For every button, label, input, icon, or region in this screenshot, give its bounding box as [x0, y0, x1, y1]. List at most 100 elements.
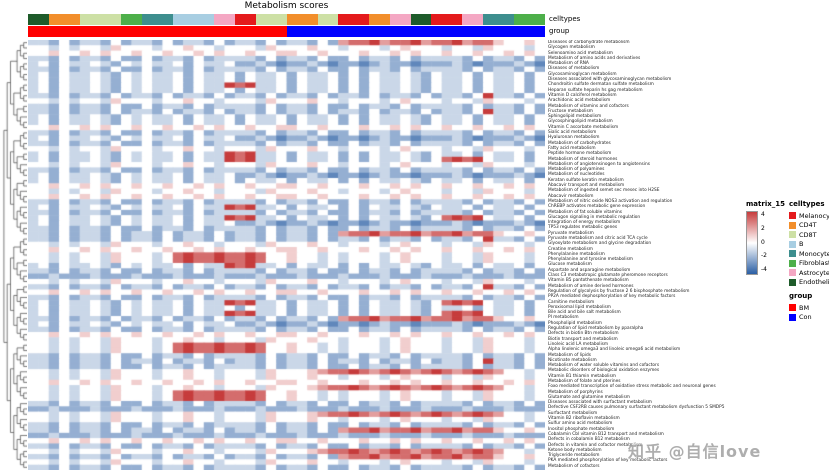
color-scale-tick: -2 — [761, 252, 767, 260]
row-label: Glutamate and glutamine metabolism — [548, 394, 630, 400]
celltypes-legend-item-swatch — [789, 221, 796, 229]
row-label: Cobalamin Cbl vitamin B12 transport and … — [548, 431, 664, 437]
row-label: Sphingolipid metabolism — [548, 114, 602, 120]
group-annotation-bar — [28, 26, 545, 37]
row-label: Vitamin B1 thiamin metabolism — [548, 373, 616, 379]
celltypes-legend-item-swatch — [789, 231, 796, 239]
group-legend-item-label: Con — [799, 313, 812, 322]
row-label: Metabolism of angiotensinogen to angiote… — [548, 161, 650, 167]
celltypes-segment-fibroblasts — [514, 14, 546, 25]
row-label: TP53 regulates metabolic genes — [548, 225, 618, 231]
group-segment-con — [286, 26, 545, 37]
row-label: Vitamin B2 riboflavin metabolism — [548, 416, 620, 422]
group-legend-item: Con — [789, 313, 812, 323]
row-label: Metabolism of carbohydrates — [548, 140, 611, 146]
celltypes-segment-b — [172, 14, 215, 25]
row-label: Glucose metabolism — [548, 262, 592, 268]
celltypes-segment-melanocytes — [234, 14, 256, 25]
celltypes-legend-item-label: CD4T — [799, 221, 817, 230]
group-legend-item: BM — [789, 303, 812, 313]
color-scale-gradient — [746, 211, 758, 275]
celltypes-segment-astrocytes — [214, 14, 235, 25]
row-label: Diseases of carbohydrate metabolism — [548, 40, 630, 45]
celltypes-segment-endothelial — [28, 14, 49, 25]
row-label: Defective CSF2RB causes pulmonary surfac… — [548, 405, 725, 411]
row-label: Glucagon signaling in metabolic regulati… — [548, 214, 641, 220]
row-label: Metabolism of vitamins and cofactors — [548, 103, 629, 109]
row-label-list: Diseases of carbohydrate metabolism Glyco… — [548, 40, 758, 470]
celltypes-legend-item-label: Melanocytes — [799, 211, 829, 220]
row-label: Metabolic disorders of biological oxidat… — [548, 368, 660, 374]
row-label: Metabolism of nucleotides — [548, 172, 605, 178]
row-label: Sialic acid metabolism — [548, 130, 597, 136]
color-scale-ticks: 4 2 0 -2 -4 — [761, 211, 767, 273]
celltypes-legend-item: Endothelial — [789, 278, 829, 288]
row-label: Linoleic acid LA metabolism — [548, 341, 609, 347]
celltypes-segment-astrocytes — [462, 14, 483, 25]
row-label: Alpha linolenic omega3 and linoleic omeg… — [548, 347, 681, 353]
celltypes-segment-cd8t — [317, 14, 339, 25]
row-label: Abacavir metabolism — [548, 193, 594, 199]
celltypes-legend-item: CD4T — [789, 221, 829, 231]
row-label: Integration of energy metabolism — [548, 220, 621, 226]
celltypes-segment-cd8t — [79, 14, 122, 25]
row-label: Glycogen metabolism — [548, 45, 595, 51]
row-label: Peptide hormone metabolism — [548, 151, 612, 157]
celltypes-segment-astrocytes — [389, 14, 411, 25]
row-label: Phenylalanine metabolism — [548, 251, 605, 257]
row-label: Metabolism of amino acids and derivative… — [548, 55, 641, 61]
row-label: PP2A mediated dephosphorylation of key m… — [548, 294, 676, 300]
row-label: Foxo mediated transcription of oxidative… — [548, 384, 716, 390]
group-segment-bm — [28, 26, 287, 37]
row-label: Selenoamino acid metabolism — [548, 50, 613, 56]
row-label: Fatty acid metabolism — [548, 145, 596, 151]
row-label: Metabolism of nitric oxide NOS3 activati… — [548, 198, 673, 204]
row-label: Metabolism of fat soluble vitamins — [548, 209, 623, 215]
group-legend-item-swatch — [789, 313, 796, 321]
celltypes-legend-item-swatch — [789, 269, 796, 277]
color-scale-legend: matrix_15 4 2 0 -2 -4 — [746, 200, 785, 275]
row-label: Pyruvate metabolism — [548, 230, 594, 236]
celltypes-segment-endothelial — [410, 14, 432, 25]
color-scale-tick: 2 — [761, 224, 765, 232]
color-scale-tick: -4 — [761, 266, 767, 273]
celltypes-legend: celltypes MelanocytesCD4TCD8TBMonocytesF… — [789, 200, 829, 287]
celltypes-legend-item: Monocytes — [789, 249, 829, 259]
row-label: Abacavir transport and metabolism — [548, 183, 625, 189]
celltypes-legend-item-swatch — [789, 212, 796, 220]
row-label: Glycosaminoglycan metabolism — [548, 71, 617, 77]
row-label: Hyaluronan metabolism — [548, 135, 600, 141]
row-label: Aspartate and asparagine metabolism — [548, 267, 631, 273]
celltypes-legend-item: Melanocytes — [789, 211, 829, 221]
row-label: Metabolism of steroid hormones — [548, 156, 618, 162]
row-label: Diseases associated with surfactant meta… — [548, 400, 652, 406]
row-label: Metabolism of ingested semet sec mesec i… — [548, 188, 660, 194]
group-legend-item-swatch — [789, 304, 796, 312]
row-label: Nicotinate metabolism — [548, 357, 597, 363]
celltypes-segment-cd4t — [369, 14, 390, 25]
row-label: Diseases associated with glycosaminoglyc… — [548, 77, 672, 83]
color-scale-legend-title: matrix_15 — [746, 200, 785, 208]
zhihu-watermark: 知乎 @自信love — [628, 442, 762, 461]
row-label: Glycosphingolipid metabolism — [548, 119, 613, 125]
heatmap-canvas — [28, 40, 545, 470]
row-label: Diseases of metabolism — [548, 66, 600, 72]
row-label: Pyruvate metabolism and citric acid TCA … — [548, 235, 648, 241]
celltypes-segment-cd4t — [286, 14, 318, 25]
row-label: Carnitine metabolism — [548, 299, 595, 305]
row-label: Peroxisomal lipid metabolism — [548, 304, 611, 310]
row-label: Phospholipid metabolism — [548, 320, 602, 326]
celltypes-segment-melanocytes — [431, 14, 463, 25]
celltypes-legend-item: B — [789, 240, 829, 250]
row-label: Ketone body metabolism — [548, 447, 602, 453]
row-label: Triglyceride metabolism — [548, 453, 600, 459]
row-dendrogram — [1, 40, 27, 470]
celltypes-annotation-bar — [28, 14, 546, 25]
group-legend-item-label: BM — [799, 303, 810, 312]
row-label: Regulation of lipid metabolism by pparal… — [548, 326, 644, 332]
row-label: Inositol phosphate metabolism — [548, 426, 615, 432]
chart-title: Metabolism scores — [244, 1, 329, 11]
celltypes-legend-item: Astrocytes — [789, 268, 829, 278]
celltypes-segment-cd8t — [255, 14, 287, 25]
group-legend: group BM Con — [789, 292, 812, 322]
